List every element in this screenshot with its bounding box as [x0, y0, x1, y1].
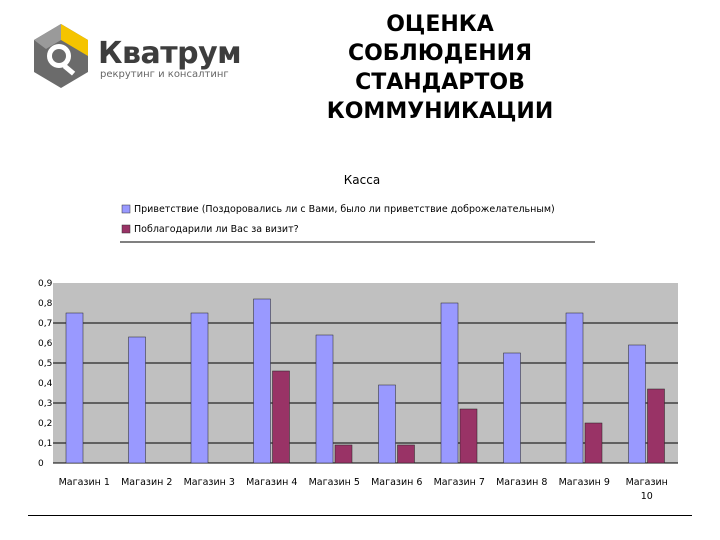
bar [253, 298, 271, 464]
slide-title: ОЦЕНКА СОБЛЮДЕНИЯ СТАНДАРТОВ КОММУНИКАЦИ… [280, 10, 600, 126]
legend-swatch [121, 224, 131, 234]
bar [459, 408, 478, 464]
y-tick-label: 0,4 [38, 379, 53, 389]
y-tick-label: 0,7 [38, 319, 52, 329]
bar [397, 444, 415, 464]
bar [128, 336, 146, 464]
bar [190, 312, 209, 464]
legend-label: Поблагодарили ли Вас за визит? [134, 224, 299, 235]
y-tick-label: 0,5 [38, 359, 52, 369]
plot-area [53, 283, 678, 463]
x-tick-label: Магазин [626, 477, 668, 488]
bar [378, 384, 396, 464]
bar [584, 422, 603, 464]
bar [628, 344, 646, 464]
y-tick-label: 0,3 [38, 399, 52, 409]
legend-swatch [121, 204, 131, 214]
y-tick-label: 0,1 [38, 439, 52, 449]
bar [565, 312, 584, 464]
y-tick-label: 0 [38, 459, 44, 469]
x-tick-label: Магазин 2 [121, 477, 172, 488]
chart-title: Касса [344, 173, 380, 187]
slide-title-line: КОММУНИКАЦИИ [326, 99, 554, 124]
slide-title-line: СОБЛЮДЕНИЯ [347, 41, 533, 66]
slide-title-line: ОЦЕНКА [386, 12, 494, 37]
brand-name: Кватрум [98, 36, 242, 71]
bar [65, 312, 84, 464]
bar [647, 388, 665, 464]
legend-label: Приветствие (Поздоровались ли с Вами, бы… [134, 204, 555, 215]
x-tick-label: Магазин 5 [309, 477, 360, 488]
bottom-divider [28, 515, 692, 516]
brand-tagline: рекрутинг и консалтинг [100, 69, 229, 80]
x-tick-label: Магазин 6 [371, 477, 422, 488]
bar [272, 370, 290, 464]
x-tick-label: Магазин 8 [496, 477, 547, 488]
x-tick-label: Магазин 4 [246, 477, 297, 488]
y-tick-label: 0,9 [38, 279, 53, 289]
bar [440, 302, 459, 464]
y-tick-label: 0,6 [38, 339, 53, 349]
brand-logo: Кватрум рекрутинг и консалтинг [28, 16, 242, 96]
x-tick-label: Магазин 3 [184, 477, 235, 488]
bar-chart: Касса Приветствие (Поздоровались ли с Вам… [38, 173, 678, 502]
x-tick-label: Магазин 9 [559, 477, 610, 488]
x-tick-label: Магазин 7 [434, 477, 485, 488]
bar [315, 334, 334, 464]
logo-icon [34, 24, 88, 88]
y-tick-label: 0,8 [38, 299, 53, 309]
x-tick-label: 10 [641, 491, 653, 502]
y-tick-label: 0,2 [38, 419, 52, 429]
bar [334, 444, 353, 464]
bar [503, 352, 521, 464]
x-tick-label: Магазин 1 [59, 477, 110, 488]
slide-title-line: СТАНДАРТОВ [355, 70, 525, 95]
